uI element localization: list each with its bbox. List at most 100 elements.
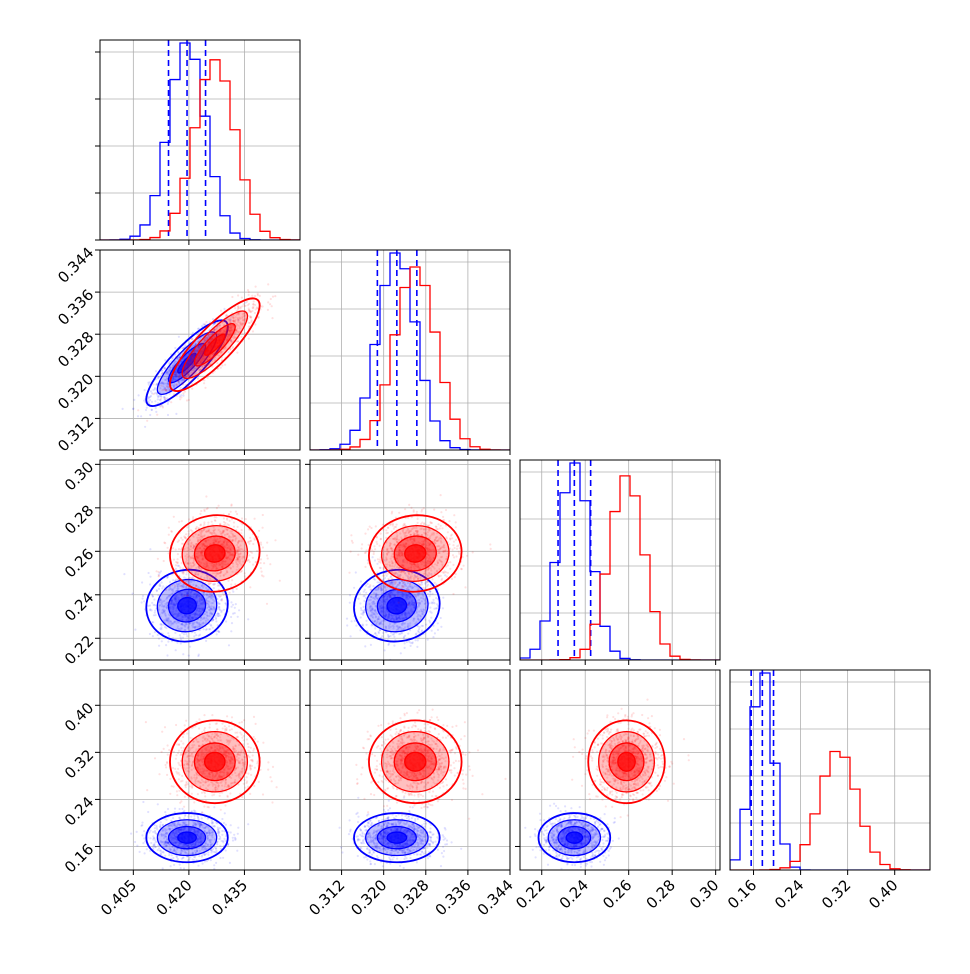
scatter-point (269, 563, 271, 565)
scatter-point (122, 408, 124, 410)
scatter-point (204, 387, 206, 389)
scatter-point (440, 626, 442, 628)
scatter-point (279, 580, 281, 582)
scatter-point (489, 543, 491, 545)
scatter-point (184, 391, 186, 393)
scatter-point (349, 594, 351, 596)
scatter-point (145, 409, 147, 411)
scatter-point (146, 407, 148, 409)
y-tick-label: 0.312 (54, 412, 97, 455)
scatter-point (168, 527, 170, 529)
scatter-point (228, 513, 230, 515)
scatter-point (168, 389, 170, 391)
scatter-point (349, 602, 351, 604)
scatter-point (203, 379, 205, 381)
scatter-point (167, 414, 169, 416)
scatter-point (144, 389, 146, 391)
y-tick-label: 0.28 (61, 501, 97, 537)
scatter-point (164, 367, 166, 369)
scatter-point (141, 581, 143, 583)
scatter-point (442, 516, 444, 518)
scatter-point (272, 296, 274, 298)
scatter-point (220, 595, 222, 597)
scatter-point (209, 594, 211, 596)
scatter-point (181, 520, 183, 522)
scatter-point (266, 603, 268, 605)
scatter-point (137, 415, 139, 417)
scatter-point (156, 414, 158, 416)
scatter-point (351, 620, 353, 622)
scatter-point (262, 575, 264, 577)
scatter-point (410, 645, 412, 647)
scatter-point (248, 294, 250, 296)
scatter-point (354, 620, 356, 622)
scatter-point (301, 565, 303, 567)
scatter-point (140, 415, 142, 417)
y-tick-label: 0.26 (61, 545, 97, 581)
scatter-point (257, 317, 259, 319)
scatter-point (152, 383, 154, 385)
scatter-point (174, 585, 176, 587)
scatter-point (271, 305, 273, 307)
scatter-point (442, 597, 444, 599)
scatter-point (416, 646, 418, 648)
scatter-point (149, 583, 151, 585)
scatter-point (168, 534, 170, 536)
scatter-point (164, 359, 166, 361)
scatter-point (442, 607, 444, 609)
scatter-point (178, 336, 180, 338)
scatter-point (204, 323, 206, 325)
scatter-point (146, 420, 148, 422)
scatter-point (191, 388, 193, 390)
scatter-point (237, 616, 239, 618)
scatter-point (259, 295, 261, 297)
scatter-point (196, 591, 198, 593)
scatter-point (162, 406, 164, 408)
scatter-point (199, 598, 201, 600)
scatter-point (346, 624, 348, 626)
scatter-point (204, 510, 206, 512)
scatter-point (155, 370, 157, 372)
scatter-point (179, 398, 181, 400)
scatter-point (364, 645, 366, 647)
scatter-point (247, 618, 249, 620)
scatter-point (225, 620, 227, 622)
scatter-point (232, 604, 234, 606)
scatter-point (166, 654, 168, 656)
scatter-point (165, 589, 167, 591)
scatter-point (163, 542, 165, 544)
scatter-point (220, 310, 222, 312)
scatter-point (217, 630, 219, 632)
scatter-point (203, 382, 205, 384)
scatter-point (206, 508, 208, 510)
y-tick-label: 0.24 (61, 588, 97, 624)
scatter-point (434, 632, 436, 634)
scatter-point (212, 318, 214, 320)
scatter-point (254, 518, 256, 520)
scatter-point (260, 567, 262, 569)
scatter-point (205, 495, 207, 497)
scatter-point (357, 554, 359, 556)
scatter-point (216, 507, 218, 509)
scatter-point (260, 558, 262, 560)
scatter-point (163, 560, 165, 562)
scatter-point (437, 629, 439, 631)
scatter-point (360, 580, 362, 582)
scatter-point (199, 513, 201, 515)
scatter-point (440, 617, 442, 619)
scatter-point (261, 571, 263, 573)
scatter-point (133, 399, 135, 401)
scatter-point (223, 308, 225, 310)
scatter-point (141, 601, 143, 603)
scatter-point (370, 589, 372, 591)
scatter-point (167, 641, 169, 643)
scatter-point (382, 524, 384, 526)
scatter-point (231, 504, 233, 506)
scatter-point (207, 377, 209, 379)
scatter-point (230, 616, 232, 618)
scatter-point (170, 530, 172, 532)
scatter-point (411, 642, 413, 644)
scatter-point (266, 542, 268, 544)
scatter-point (254, 295, 256, 297)
